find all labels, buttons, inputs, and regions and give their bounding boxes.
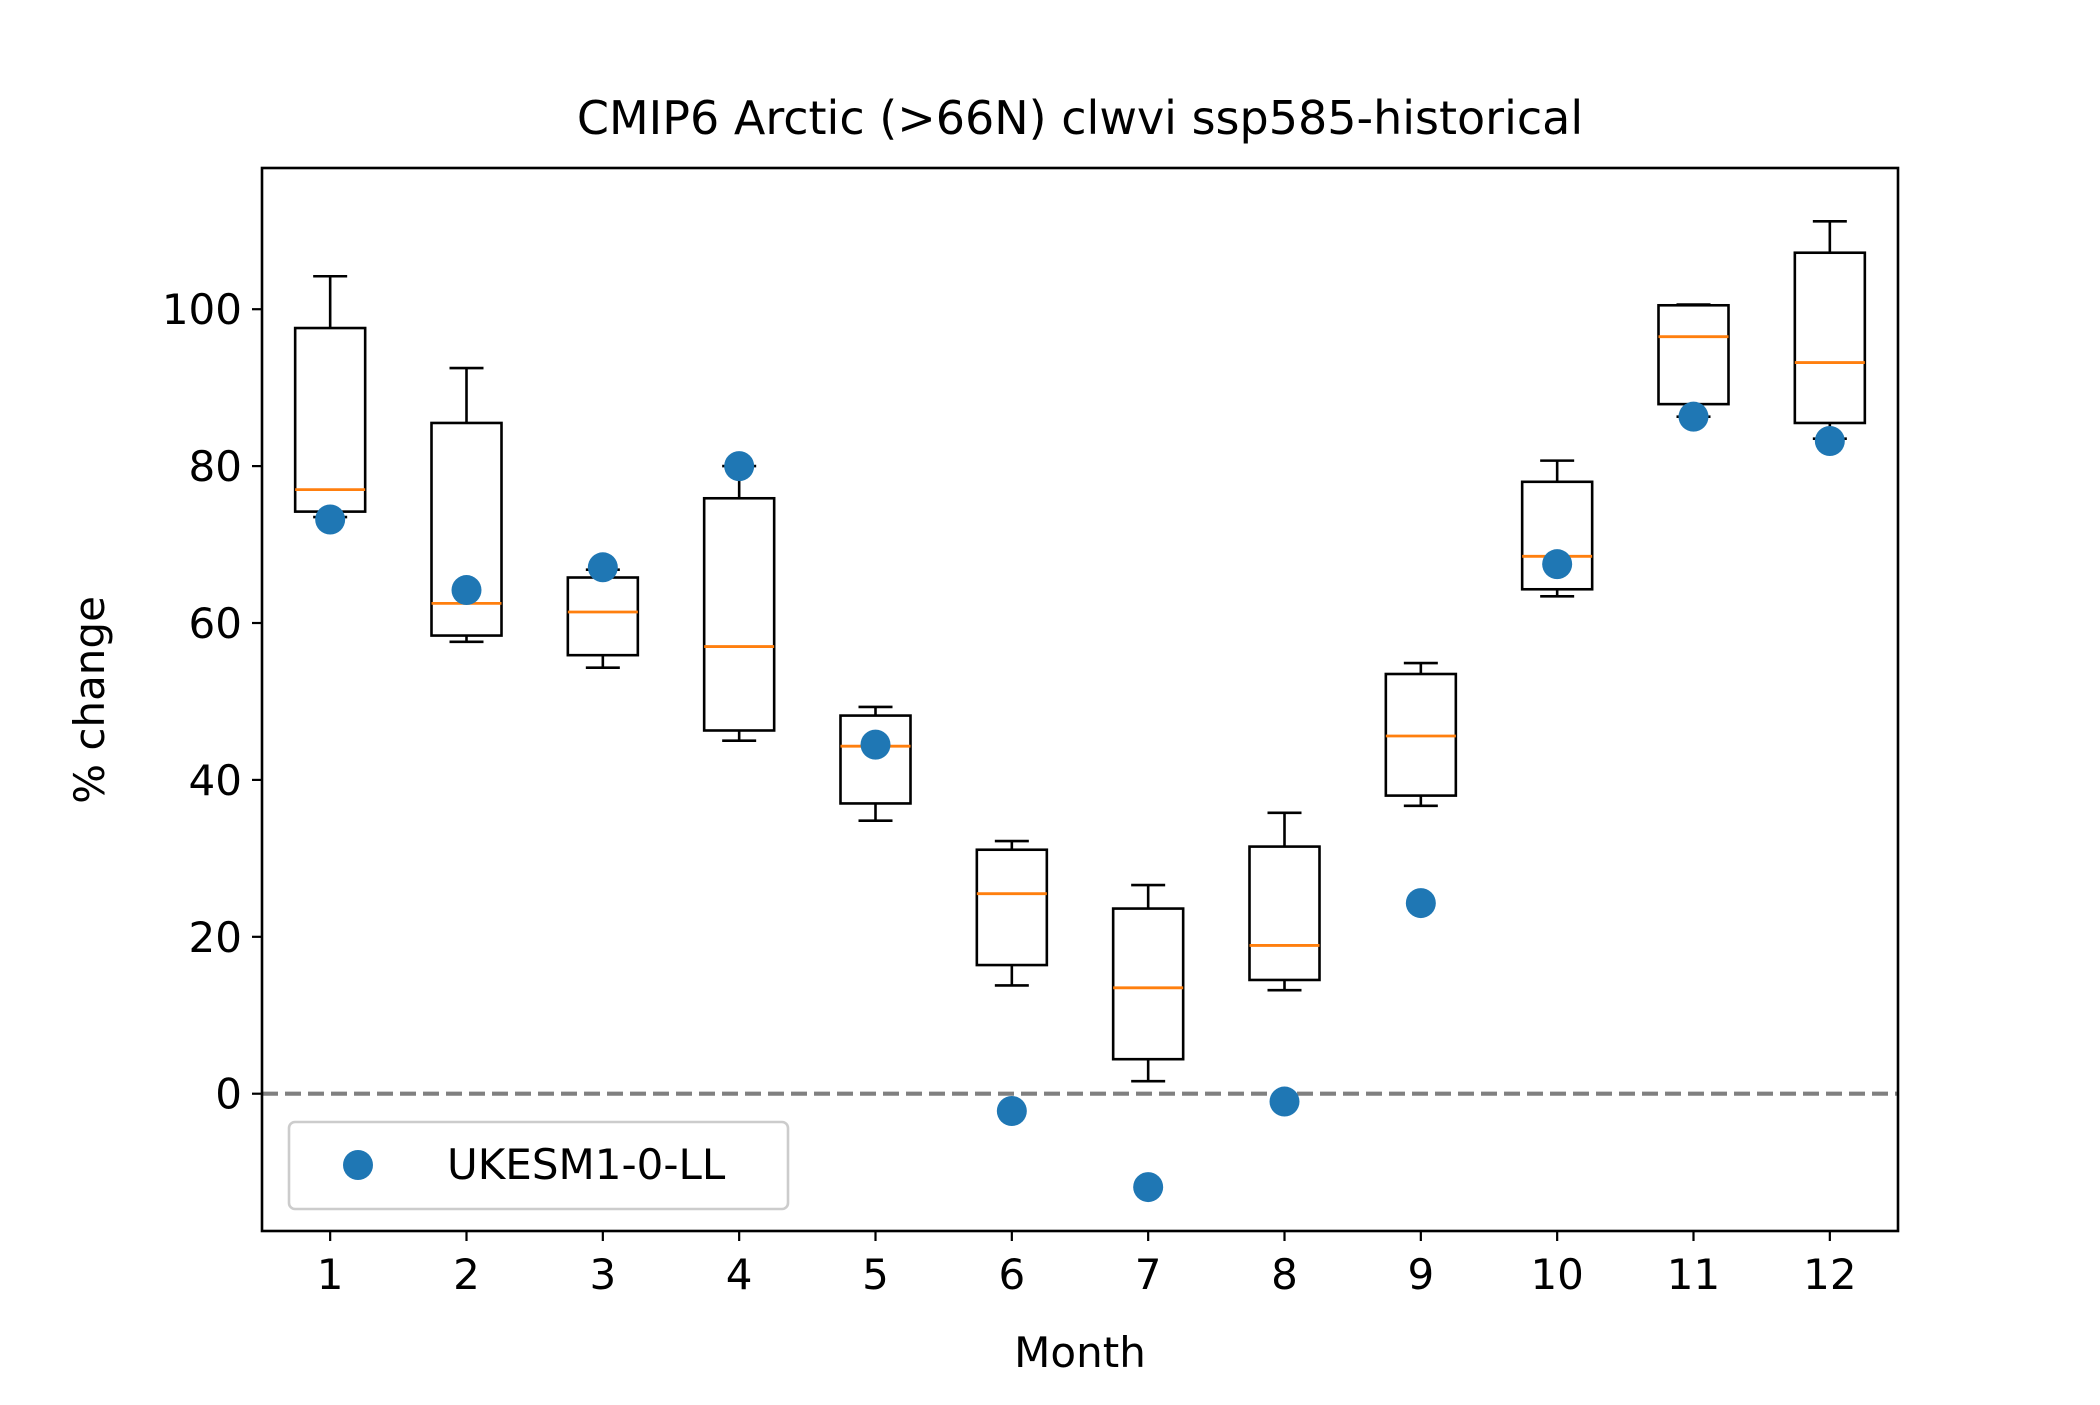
y-tick-label: 60 xyxy=(189,599,242,648)
iqr-box xyxy=(1793,251,1867,425)
iqr-box xyxy=(1520,480,1594,591)
data-point-month-10 xyxy=(1542,549,1573,580)
y-tick-label: 20 xyxy=(189,913,242,962)
x-tick-label: 7 xyxy=(1135,1250,1162,1299)
x-tick-label: 1 xyxy=(317,1250,344,1299)
data-point-month-2 xyxy=(451,575,482,606)
x-tick-label: 10 xyxy=(1530,1250,1583,1299)
y-ticks-layer: 0 20 40 60 80 100 xyxy=(162,285,262,1119)
box-month-10 xyxy=(1520,459,1594,598)
x-ticks-layer: 1 2 3 4 5 6 7 8 9 10 11 12 xyxy=(317,1231,1857,1299)
x-tick-label: 2 xyxy=(453,1250,480,1299)
box-month-7 xyxy=(1111,883,1185,1083)
x-tick-label: 11 xyxy=(1667,1250,1720,1299)
chart-title: CMIP6 Arctic (>66N) clwvi ssp585-histori… xyxy=(577,91,1583,145)
x-axis-label: Month xyxy=(1014,1328,1146,1377)
x-tick-label: 4 xyxy=(726,1250,753,1299)
x-tick-label: 3 xyxy=(589,1250,616,1299)
iqr-box xyxy=(975,848,1049,967)
box-month-5 xyxy=(839,705,912,823)
x-tick-label: 5 xyxy=(862,1250,889,1299)
data-point-month-3 xyxy=(587,552,618,583)
iqr-box xyxy=(702,496,776,732)
data-point-month-7 xyxy=(1133,1172,1164,1203)
x-tick-label: 6 xyxy=(998,1250,1025,1299)
legend-frame xyxy=(287,1120,790,1211)
data-point-month-11 xyxy=(1678,401,1709,432)
box-month-9 xyxy=(1384,661,1458,808)
boxes-layer xyxy=(293,220,1867,1083)
iqr-box xyxy=(1111,907,1185,1061)
legend-marker-ukesm1-0-ll xyxy=(343,1150,373,1180)
y-tick-label: 0 xyxy=(215,1070,242,1119)
data-point-month-6 xyxy=(996,1095,1027,1126)
box-month-2 xyxy=(430,366,503,644)
data-point-month-1 xyxy=(315,504,346,535)
y-tick-label: 80 xyxy=(189,442,242,491)
legend: UKESM1-0-LL xyxy=(287,1120,790,1211)
plot-area-frame xyxy=(260,166,1900,1233)
box-month-6 xyxy=(975,839,1049,987)
box-month-8 xyxy=(1248,811,1321,992)
x-tick-label: 8 xyxy=(1271,1250,1298,1299)
box-month-4 xyxy=(702,464,776,742)
iqr-box xyxy=(430,421,503,637)
iqr-box xyxy=(839,714,912,805)
data-point-month-9 xyxy=(1405,888,1436,919)
legend-label-ukesm1-0-ll: UKESM1-0-LL xyxy=(447,1140,726,1189)
data-point-month-5 xyxy=(860,729,891,760)
x-tick-label: 9 xyxy=(1407,1250,1434,1299)
data-point-month-8 xyxy=(1269,1086,1300,1117)
points-layer xyxy=(315,401,1845,1203)
data-point-month-4 xyxy=(724,451,755,482)
y-tick-label: 100 xyxy=(162,285,242,334)
x-tick-label: 12 xyxy=(1803,1250,1856,1299)
y-tick-label: 40 xyxy=(189,756,242,805)
box-month-12 xyxy=(1793,220,1867,440)
iqr-box xyxy=(1248,845,1321,982)
data-point-month-12 xyxy=(1814,426,1845,457)
y-axis-label: % change xyxy=(65,596,114,804)
